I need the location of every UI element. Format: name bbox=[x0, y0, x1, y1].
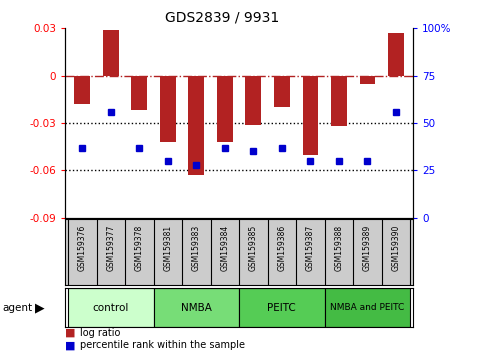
Bar bbox=[160, 76, 176, 142]
Text: GSM159376: GSM159376 bbox=[78, 225, 87, 271]
FancyBboxPatch shape bbox=[68, 288, 154, 327]
Text: GSM159390: GSM159390 bbox=[391, 225, 400, 271]
Text: PEITC: PEITC bbox=[268, 303, 296, 313]
Text: GSM159377: GSM159377 bbox=[106, 225, 115, 271]
Bar bbox=[245, 76, 261, 125]
Bar bbox=[331, 76, 347, 126]
FancyBboxPatch shape bbox=[325, 288, 410, 327]
Text: GSM159385: GSM159385 bbox=[249, 225, 258, 271]
Text: GSM159384: GSM159384 bbox=[220, 225, 229, 271]
Bar bbox=[302, 76, 318, 155]
Text: GSM159389: GSM159389 bbox=[363, 225, 372, 271]
Bar bbox=[74, 76, 90, 104]
Text: GSM159378: GSM159378 bbox=[135, 225, 144, 271]
Text: GSM159387: GSM159387 bbox=[306, 225, 315, 271]
Bar bbox=[359, 76, 375, 84]
Text: ■: ■ bbox=[65, 328, 76, 338]
Text: control: control bbox=[93, 303, 129, 313]
Bar bbox=[103, 30, 119, 76]
Text: log ratio: log ratio bbox=[80, 328, 120, 338]
Text: GSM159388: GSM159388 bbox=[334, 225, 343, 271]
Bar bbox=[388, 33, 404, 76]
Text: NMBA and PEITC: NMBA and PEITC bbox=[330, 303, 404, 312]
Text: agent: agent bbox=[2, 303, 32, 313]
Text: GSM159386: GSM159386 bbox=[277, 225, 286, 271]
Bar bbox=[131, 76, 147, 110]
Text: percentile rank within the sample: percentile rank within the sample bbox=[80, 341, 245, 350]
Bar bbox=[217, 76, 233, 142]
Text: ■: ■ bbox=[65, 341, 76, 350]
FancyBboxPatch shape bbox=[154, 288, 239, 327]
Text: ▶: ▶ bbox=[35, 301, 44, 314]
Text: GDS2839 / 9931: GDS2839 / 9931 bbox=[165, 11, 279, 25]
Text: NMBA: NMBA bbox=[181, 303, 212, 313]
Text: GSM159381: GSM159381 bbox=[163, 225, 172, 271]
Bar bbox=[188, 76, 204, 175]
Bar bbox=[274, 76, 290, 107]
FancyBboxPatch shape bbox=[239, 288, 325, 327]
Text: GSM159383: GSM159383 bbox=[192, 225, 201, 271]
